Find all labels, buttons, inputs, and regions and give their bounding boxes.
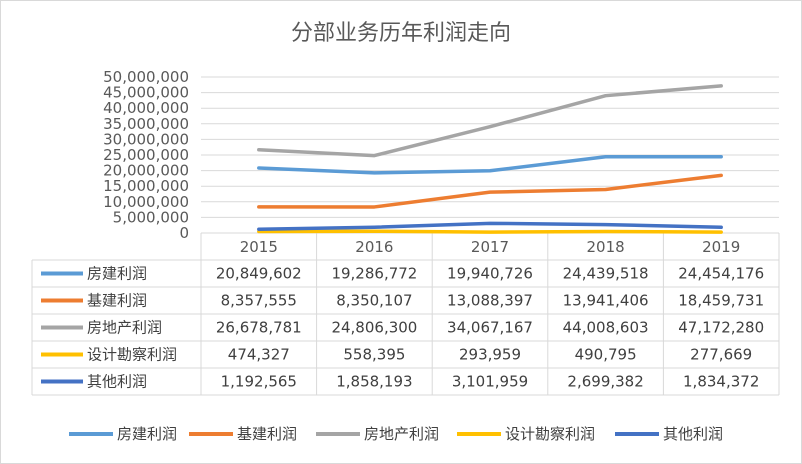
x-tick-label: 2017 xyxy=(471,238,509,256)
table-cell-value: 1,192,565 xyxy=(221,373,297,391)
table-cell-value: 293,959 xyxy=(459,346,521,364)
table-cell-value: 34,067,167 xyxy=(447,319,533,337)
table-cell-value: 24,454,176 xyxy=(678,265,764,283)
x-tick-label: 2015 xyxy=(240,238,278,256)
table-cell-value: 13,941,406 xyxy=(563,292,649,310)
legend-label: 基建利润 xyxy=(237,425,297,443)
table-cell-value: 277,669 xyxy=(690,346,752,364)
table-cell-value: 26,678,781 xyxy=(216,319,302,337)
table-cell-value: 19,286,772 xyxy=(331,265,417,283)
table-series-name: 房地产利润 xyxy=(87,319,162,337)
table-cell-value: 44,008,603 xyxy=(563,319,649,337)
table-cell-value: 13,088,397 xyxy=(447,292,533,310)
x-tick-label: 2016 xyxy=(355,238,393,256)
table-cell-value: 18,459,731 xyxy=(678,292,764,310)
series-line xyxy=(257,229,723,234)
series-line xyxy=(257,173,723,209)
legend-label: 设计勘察利润 xyxy=(505,425,595,443)
table-cell-value: 474,327 xyxy=(228,346,290,364)
legend-label: 房地产利润 xyxy=(364,425,439,443)
y-tick-label: 50,000,000 xyxy=(103,68,189,86)
y-tick-label: 30,000,000 xyxy=(103,130,189,148)
series-line xyxy=(257,221,723,232)
y-tick-label: 15,000,000 xyxy=(103,177,189,195)
table-cell-value: 1,834,372 xyxy=(683,373,759,391)
y-tick-label: 40,000,000 xyxy=(103,99,189,117)
table-cell-value: 8,357,555 xyxy=(221,292,297,310)
table-cell-value: 24,439,518 xyxy=(563,265,649,283)
series-line xyxy=(257,84,723,158)
table-cell-value: 3,101,959 xyxy=(452,373,528,391)
y-tick-label: 35,000,000 xyxy=(103,115,189,133)
y-tick-label: 45,000,000 xyxy=(103,84,189,102)
table-cell-value: 20,849,602 xyxy=(216,265,302,283)
table-series-name: 房建利润 xyxy=(87,265,147,283)
table-cell-value: 19,940,726 xyxy=(447,265,533,283)
legend-label: 房建利润 xyxy=(117,425,177,443)
y-tick-label: 10,000,000 xyxy=(103,193,189,211)
chart-title: 分部业务历年利润走向 xyxy=(290,21,511,46)
table-cell-value: 24,806,300 xyxy=(331,319,417,337)
table-series-name: 设计勘察利润 xyxy=(87,346,177,364)
legend-label: 其他利润 xyxy=(663,425,723,443)
table-series-name: 基建利润 xyxy=(87,292,147,310)
y-tick-label: 5,000,000 xyxy=(113,208,189,226)
table-series-name: 其他利润 xyxy=(87,373,147,391)
table-cell-value: 1,858,193 xyxy=(336,373,412,391)
table-cell-value: 2,699,382 xyxy=(567,373,643,391)
x-tick-label: 2019 xyxy=(702,238,740,256)
series-line xyxy=(257,154,723,175)
y-tick-label: 25,000,000 xyxy=(103,146,189,164)
y-tick-label: 20,000,000 xyxy=(103,162,189,180)
table-cell-value: 490,795 xyxy=(575,346,637,364)
table-cell-value: 8,350,107 xyxy=(336,292,412,310)
table-cell-value: 47,172,280 xyxy=(678,319,764,337)
table-cell-value: 558,395 xyxy=(343,346,405,364)
x-tick-label: 2018 xyxy=(587,238,625,256)
y-tick-label: 0 xyxy=(179,224,189,242)
